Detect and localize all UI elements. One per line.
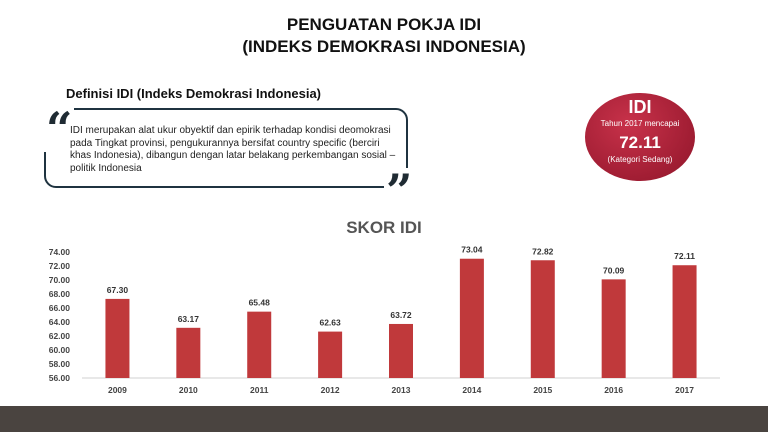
y-tick-label: 60.00 xyxy=(49,345,71,355)
bar xyxy=(459,258,484,378)
idi-badge: IDI Tahun 2017 mencapai 72.11 (Kategori … xyxy=(585,93,695,181)
y-tick-label: 58.00 xyxy=(49,359,71,369)
bar xyxy=(601,279,626,378)
x-tick-label: 2016 xyxy=(604,385,623,395)
bar xyxy=(247,311,272,378)
bar-value-label: 67.30 xyxy=(107,285,129,295)
x-tick-label: 2012 xyxy=(321,385,340,395)
x-tick-label: 2009 xyxy=(108,385,127,395)
y-tick-label: 72.00 xyxy=(49,261,71,271)
badge-category: (Kategori Sedang) xyxy=(607,155,673,164)
badge-title: IDI xyxy=(628,97,652,117)
x-tick-label: 2011 xyxy=(250,385,269,395)
open-quote-icon: “ xyxy=(44,102,75,156)
x-tick-label: 2010 xyxy=(179,385,198,395)
y-tick-label: 70.00 xyxy=(49,275,71,285)
bar xyxy=(672,265,697,378)
y-tick-label: 66.00 xyxy=(49,303,71,313)
footer-bar xyxy=(0,406,768,432)
y-tick-label: 68.00 xyxy=(49,289,71,299)
bar-value-label: 65.48 xyxy=(249,298,271,308)
bar xyxy=(318,331,343,378)
badge-subtitle: Tahun 2017 mencapai xyxy=(600,119,680,128)
definition-heading: Definisi IDI (Indeks Demokrasi Indonesia… xyxy=(66,86,322,101)
bar-value-label: 72.82 xyxy=(532,246,554,256)
bar xyxy=(105,298,130,378)
close-quote-icon: ” xyxy=(384,164,415,218)
chart-title: SKOR IDI xyxy=(346,218,422,237)
bar-value-label: 70.09 xyxy=(603,265,625,275)
y-tick-label: 64.00 xyxy=(49,317,71,327)
bar-value-label: 63.17 xyxy=(178,314,200,324)
x-tick-label: 2013 xyxy=(392,385,411,395)
page-title: PENGUATAN POKJA IDI (INDEKS DEMOKRASI IN… xyxy=(0,14,768,58)
x-tick-label: 2015 xyxy=(533,385,552,395)
bar xyxy=(389,323,413,378)
bar-value-label: 73.04 xyxy=(461,245,483,255)
page-title-line-2: (INDEKS DEMOKRASI INDONESIA) xyxy=(242,37,526,56)
y-tick-label: 62.00 xyxy=(49,331,71,341)
y-tick-label: 56.00 xyxy=(49,373,71,383)
x-tick-label: 2014 xyxy=(462,385,481,395)
page-title-line-1: PENGUATAN POKJA IDI xyxy=(286,15,482,34)
badge-value: 72.11 xyxy=(619,133,661,152)
bar xyxy=(176,327,201,378)
bar-value-label: 62.63 xyxy=(319,318,341,328)
y-tick-label: 74.00 xyxy=(49,247,71,257)
x-tick-label: 2017 xyxy=(675,385,694,395)
bar xyxy=(530,260,555,378)
definition-text: IDI merupakan alat ukur obyektif dan epi… xyxy=(70,125,396,174)
bar-value-label: 72.11 xyxy=(674,251,695,261)
bar-value-label: 63.72 xyxy=(390,310,412,320)
